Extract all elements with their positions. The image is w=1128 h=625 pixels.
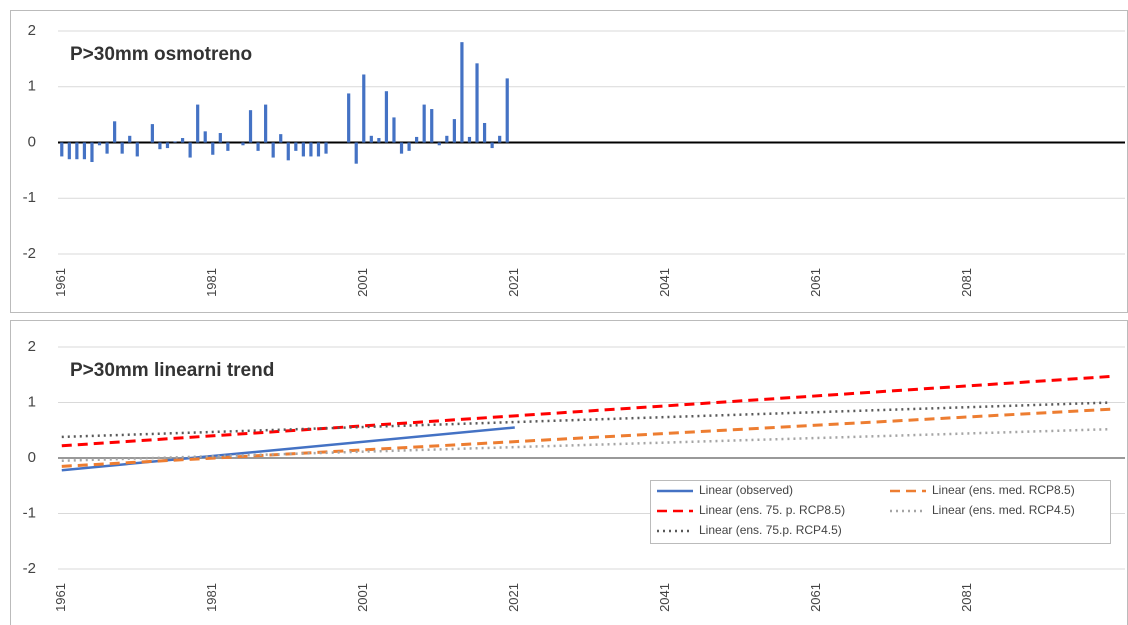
bar: [241, 142, 245, 146]
y-tick-label: 0: [28, 133, 36, 150]
x-tick-label: 2081: [959, 583, 974, 612]
bar: [490, 142, 494, 149]
bar: [467, 136, 472, 143]
bar: [452, 119, 456, 143]
bar: [324, 142, 328, 154]
bar: [67, 142, 71, 160]
bar: [286, 142, 290, 161]
bar: [180, 138, 185, 143]
y-tick-label: 0: [28, 449, 36, 466]
bar: [475, 63, 479, 143]
trend-line: [61, 426, 515, 472]
bar: [135, 142, 139, 157]
bar: [120, 142, 124, 154]
bar: [354, 142, 358, 164]
y-tick-label: -2: [23, 560, 36, 577]
bar: [316, 142, 321, 157]
bar: [279, 134, 283, 143]
bar: [165, 142, 170, 149]
bar: [158, 142, 162, 150]
legend-label: Linear (ens. med. RCP4.5): [932, 503, 1075, 517]
bar: [173, 141, 177, 143]
x-tick-label: 1961: [53, 583, 68, 612]
bar: [211, 142, 215, 155]
bar: [482, 122, 487, 143]
legend-label: Linear (observed): [699, 483, 793, 497]
bar: [399, 142, 404, 154]
y-tick-label: -2: [23, 245, 36, 262]
legend: Linear (observed) Linear (ens. med. RCP8.…: [650, 480, 1111, 544]
legend-box: [650, 480, 1111, 544]
bar: [75, 142, 79, 160]
x-tick-label: 2061: [808, 583, 823, 612]
panel-frame: [10, 320, 1128, 625]
bar: [90, 142, 94, 163]
bar: [369, 135, 373, 143]
bar: [347, 93, 351, 143]
bar: [460, 42, 464, 143]
bar: [196, 104, 200, 143]
bar: [105, 142, 109, 154]
bar: [392, 117, 396, 143]
legend-label: Linear (ens. 75. p. RCP8.5): [699, 503, 845, 517]
x-tick-label: 2001: [355, 583, 370, 612]
panel-frame: [10, 10, 1128, 313]
bar: [264, 104, 268, 143]
bar: [415, 136, 419, 143]
bar: [82, 142, 87, 160]
bar: [430, 109, 434, 143]
legend-label: Linear (ens. 75.p. RCP4.5): [699, 523, 842, 537]
bar: [113, 121, 117, 143]
y-tick-label: 2: [28, 338, 36, 355]
x-tick-label: 2001: [355, 268, 370, 297]
y-tick-label: -1: [23, 189, 36, 206]
bar: [248, 110, 253, 143]
bar: [437, 142, 441, 146]
bar: [188, 142, 192, 158]
chart-title: P>30mm linearni trend: [70, 360, 274, 381]
x-tick-label: 2021: [506, 268, 521, 297]
bar: [301, 142, 305, 157]
trend-line: [61, 401, 1112, 439]
bar: [150, 124, 154, 143]
bar: [362, 74, 366, 143]
y-tick-label: 1: [28, 393, 36, 410]
bar: [445, 135, 449, 143]
legend-label: Linear (ens. med. RCP8.5): [932, 483, 1075, 497]
x-tick-label: 2061: [808, 268, 823, 297]
x-tick-label: 1981: [204, 268, 219, 297]
bar: [309, 142, 313, 157]
bar: [407, 142, 411, 151]
bar: [128, 135, 132, 143]
y-tick-label: 1: [28, 78, 36, 95]
bar: [226, 142, 230, 151]
trend-line: [61, 427, 1112, 463]
bar: [256, 142, 260, 151]
bar: [505, 78, 509, 143]
bar: [271, 142, 275, 158]
y-tick-label: 2: [28, 22, 36, 39]
y-tick-label: -1: [23, 504, 36, 521]
bar: [97, 142, 102, 146]
x-tick-label: 2081: [959, 268, 974, 297]
bar: [498, 135, 502, 143]
x-tick-label: 1961: [53, 268, 68, 297]
x-tick-label: 2021: [506, 583, 521, 612]
bar: [60, 142, 64, 157]
bar: [384, 91, 389, 143]
x-tick-label: 2041: [657, 583, 672, 612]
bar: [422, 104, 426, 143]
bar: [377, 138, 381, 143]
x-tick-label: 2041: [657, 268, 672, 297]
bar: [218, 133, 222, 143]
x-tick-label: 1981: [204, 583, 219, 612]
bar: [294, 142, 298, 151]
bar: [203, 131, 207, 143]
chart-title: P>30mm osmotreno: [70, 44, 252, 65]
